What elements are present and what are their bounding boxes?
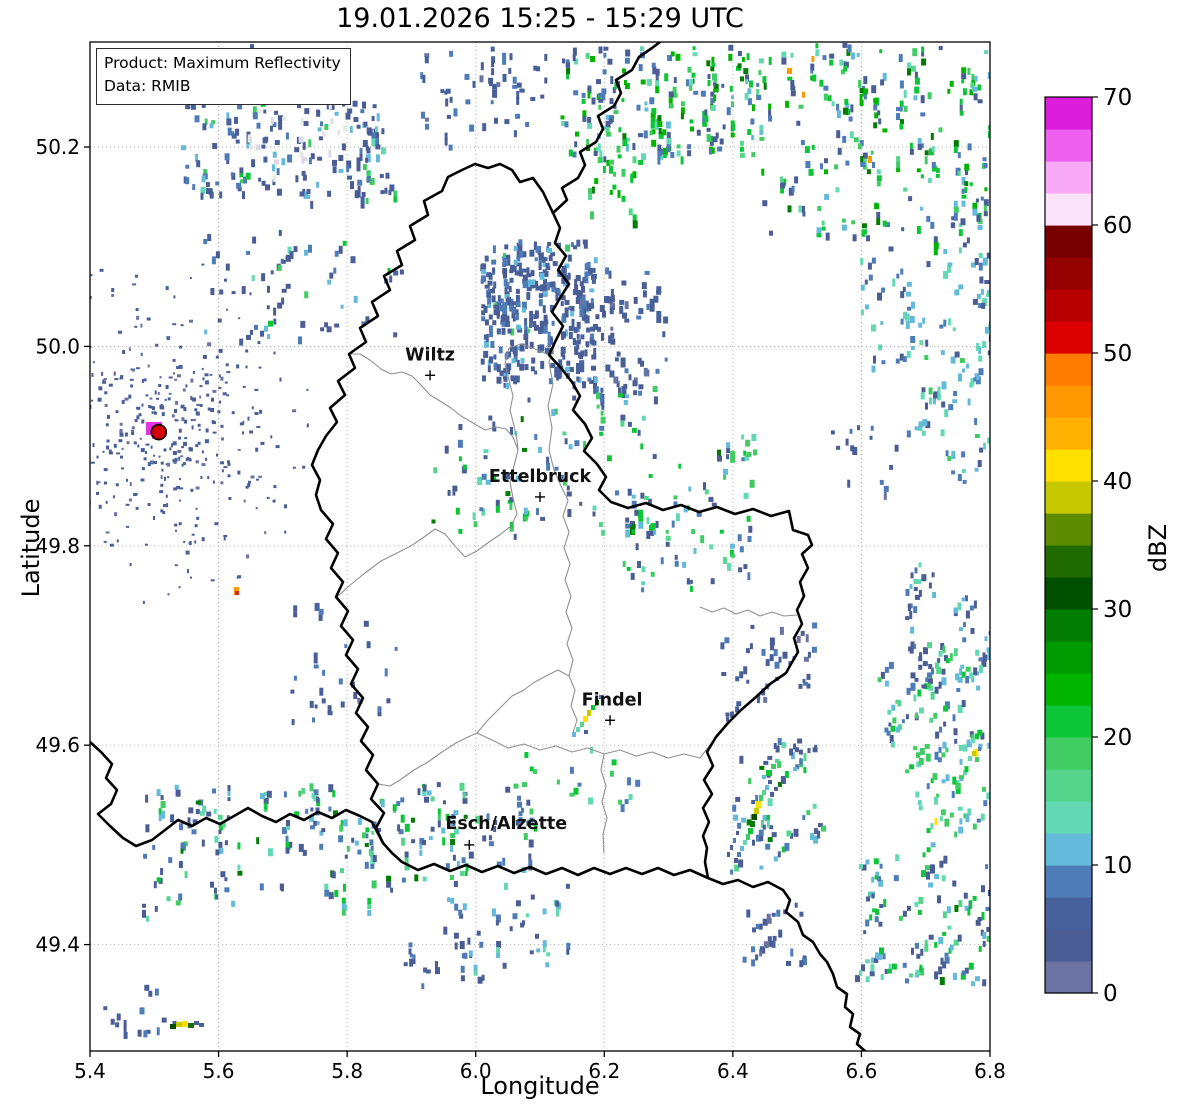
city-markers: Wiltz Ettelbruck Findel Esch/Alzette [405, 345, 642, 850]
echo-cluster-sw-cluster [142, 783, 406, 922]
colorbar: 0 10 20 30 40 50 60 70 [1044, 85, 1132, 1007]
echo-cluster-se-upper [905, 562, 990, 695]
colorbar-tick-label: 70 [1103, 85, 1132, 111]
colorbar-tick-label: 20 [1103, 725, 1132, 751]
city-wiltz: Wiltz [405, 345, 455, 381]
echo-cluster-e-bulge-blue [830, 425, 911, 500]
axis-tick-labels: 5.4 5.6 5.8 6.0 6.2 6.4 6.6 6.8 50.2 50.0 49.8 49.6… [35, 135, 1005, 1083]
echo-cluster-ne-cluster [761, 42, 990, 256]
echo-cluster-e-upper [860, 237, 990, 373]
page-title: 19.01.2026 15:25 - 15:29 UTC [336, 3, 744, 34]
echo-cluster-s-bottom-sparse [403, 932, 485, 990]
echo-cluster-n-sparse [420, 46, 548, 151]
radar-echoes [90, 42, 990, 1039]
x-tick-label: 5.4 [74, 1059, 106, 1083]
y-tick-label: 50.2 [35, 135, 80, 159]
echo-cluster-w-trail [203, 229, 404, 346]
echo-cluster-s-midstreaks [720, 622, 818, 722]
radar-site-marker [150, 423, 168, 441]
y-tick-label: 49.4 [35, 933, 80, 957]
district-borders [335, 339, 798, 854]
y-axis-label: Latitude [17, 498, 45, 598]
map-canvas [90, 42, 990, 1051]
colorbar-tick-label: 40 [1103, 469, 1132, 495]
echo-cluster-s-esch [392, 782, 538, 887]
product-line: Product: Maximum Reflectivity [104, 54, 341, 72]
echo-cluster-mid-scatter [431, 383, 658, 540]
echo-cluster-n-cluster [560, 44, 767, 165]
colorbar-tick-label: 60 [1103, 213, 1132, 239]
echo-cluster-central-dense [480, 239, 598, 394]
city-label: Findel [582, 690, 643, 710]
echo-cluster-radar-rings [90, 317, 280, 546]
echo-cluster-se-mid [877, 642, 990, 748]
city-label: Wiltz [405, 345, 455, 365]
colorbar-label: dBZ [1144, 523, 1172, 573]
x-tick-label: 6.8 [974, 1059, 1006, 1083]
x-tick-label: 5.8 [331, 1059, 363, 1083]
axis-ticks [84, 146, 991, 1057]
echo-cluster-nw-speckle [181, 97, 398, 209]
echo-cluster-central-east [570, 267, 669, 410]
x-tick-label: 6.6 [846, 1059, 878, 1083]
echo-cluster-se-lower [855, 842, 990, 987]
colorbar-tick-label: 50 [1103, 341, 1132, 367]
x-tick-label: 6.0 [460, 1059, 492, 1083]
echo-cluster-e-mid-sparse [625, 442, 755, 593]
echo-cluster-sw-bottom [103, 984, 177, 1039]
echo-cluster-s-center-sparse [443, 882, 571, 984]
x-tick-label: 6.2 [588, 1059, 620, 1083]
y-tick-label: 50.0 [35, 334, 80, 358]
plot-frame [89, 41, 991, 1052]
echo-cluster-e-green-bulge [730, 434, 757, 463]
colorbar-tick-label: 10 [1103, 853, 1132, 879]
echo-cluster-radar-rings-outer [90, 263, 309, 604]
echo-cluster-se-streak-zone [730, 738, 827, 875]
country-borders [90, 42, 867, 1051]
y-tick-label: 49.8 [35, 534, 80, 558]
x-axis-label: Longitude [480, 1072, 600, 1100]
echo-cluster-mid-east-sparse [622, 482, 714, 580]
echo-cluster-s-below [742, 902, 807, 968]
echo-cluster-se-teal [905, 733, 990, 838]
x-tick-label: 6.4 [717, 1059, 749, 1083]
city-esch-alzette: Esch/Alzette [445, 814, 567, 850]
data-source-line: Data: RMIB [104, 77, 191, 96]
colorbar-tick-label: 30 [1103, 597, 1132, 623]
x-tick-label: 5.6 [203, 1059, 235, 1083]
city-findel: Findel [582, 690, 643, 726]
echo-cluster-wiltz-ne-green [588, 159, 644, 229]
echo-cluster-w-mid-sparse [290, 602, 398, 725]
echo-features [146, 68, 981, 1029]
y-tick-label: 49.6 [35, 733, 80, 757]
echo-cluster-findel-sparse [522, 746, 641, 815]
city-ettelbruck: Ettelbruck [489, 467, 592, 502]
echo-cluster-e-right [914, 363, 990, 484]
colorbar-tick-label: 0 [1103, 981, 1118, 1007]
gridlines [90, 42, 990, 1051]
city-label: Esch/Alzette [445, 814, 567, 834]
product-info-box: Product: Maximum Reflectivity Data: RMIB [96, 48, 351, 105]
city-label: Ettelbruck [489, 467, 592, 487]
